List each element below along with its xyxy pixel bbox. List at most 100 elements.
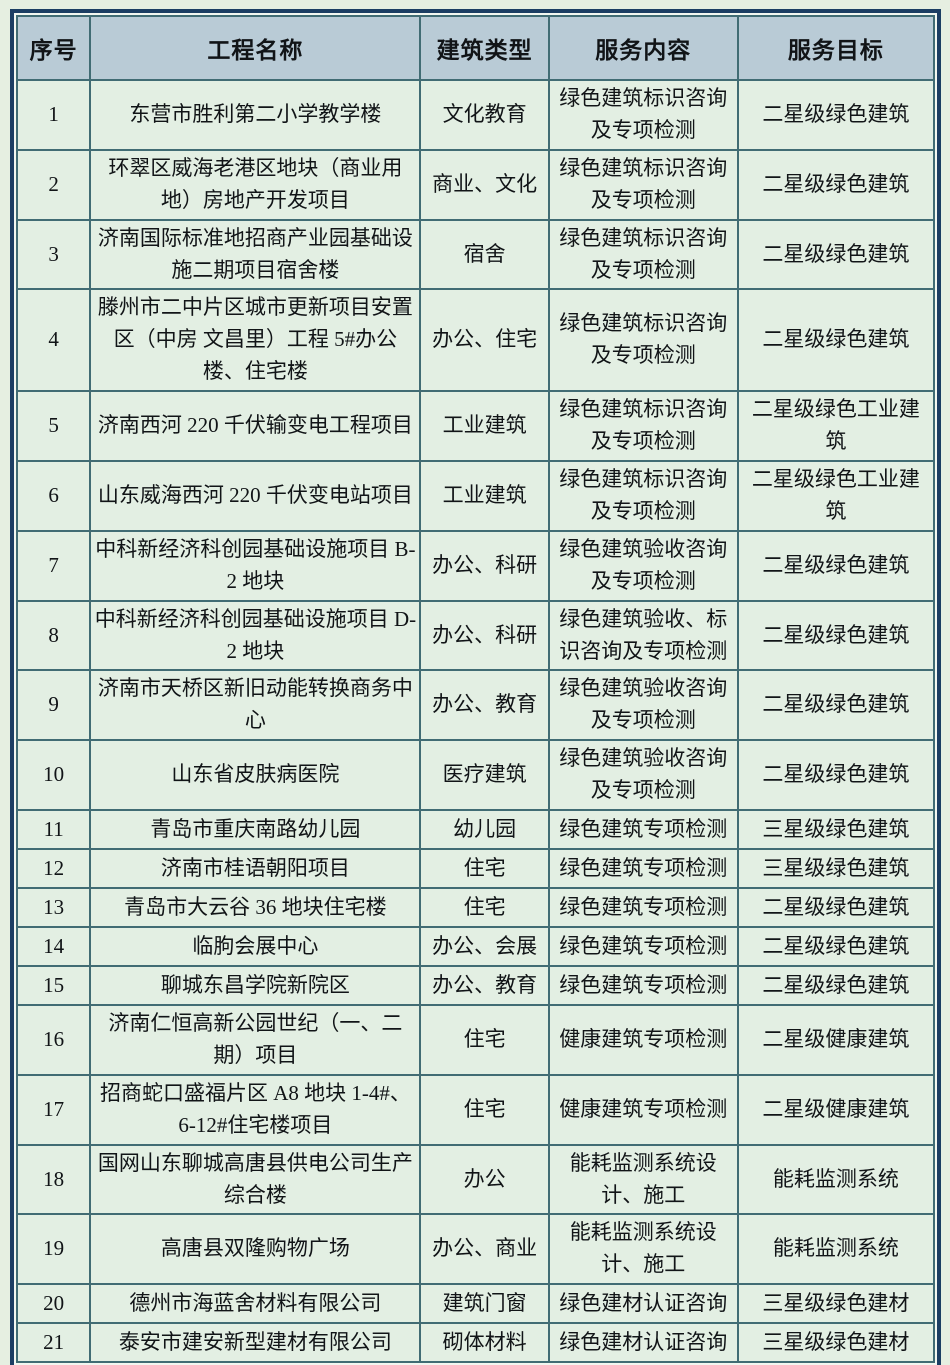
- table-cell: 青岛市大云谷 36 地块住宅楼: [89, 887, 422, 929]
- table-cell: 二星级绿色建筑: [736, 739, 936, 812]
- table-cell: 二星级绿色建筑: [736, 926, 936, 968]
- table-cell: 19: [15, 1213, 92, 1286]
- table-cell: 山东威海西河 220 千伏变电站项目: [89, 459, 422, 532]
- table-cell: 高唐县双隆购物广场: [89, 1213, 422, 1286]
- table-cell: 三星级绿色建筑: [736, 848, 936, 890]
- table-cell: 办公、科研: [419, 599, 550, 672]
- table-row: 6 山东威海西河 220 千伏变电站项目 工业建筑 绿色建筑标识咨询及专项检测 二星级绿…: [15, 459, 936, 532]
- table-row: 20 德州市海蓝舍材料有限公司 建筑门窗 绿色建材认证咨询 三星级绿色建材: [15, 1283, 936, 1325]
- table-cell: 办公、会展: [419, 926, 550, 968]
- table-cell: 临朐会展中心: [89, 926, 422, 968]
- table-cell: 山东省皮肤病医院: [89, 739, 422, 812]
- table-cell: 办公、教育: [419, 669, 550, 742]
- table-cell: 住宅: [419, 848, 550, 890]
- table-cell: 11: [15, 809, 92, 851]
- table-cell: 济南国际标准地招商产业园基础设施二期项目宿舍楼: [89, 218, 422, 291]
- table-cell: 17: [15, 1073, 92, 1146]
- table-cell: 二星级绿色建筑: [736, 148, 936, 221]
- table-cell: 滕州市二中片区城市更新项目安置区（中房 文昌里）工程 5#办公楼、住宅楼: [89, 288, 422, 393]
- table-row: 2 环翠区威海老港区地块（商业用地）房地产开发项目 商业、文化 绿色建筑标识咨询及专项…: [15, 148, 936, 221]
- table-cell: 1: [15, 79, 92, 151]
- table-cell: 东营市胜利第二小学教学楼: [89, 79, 422, 151]
- table-cell: 住宅: [419, 1004, 550, 1076]
- table-cell: 21: [15, 1322, 92, 1364]
- table-row: 8 中科新经济科创园基础设施项目 D-2 地块 办公、科研 绿色建筑验收、标识咨询及专…: [15, 599, 936, 672]
- column-header: 服务目标: [736, 15, 936, 81]
- table-cell: 10: [15, 739, 92, 812]
- table-cell: 办公、教育: [419, 965, 550, 1007]
- table-cell: 工业建筑: [419, 459, 550, 532]
- table-cell: 文化教育: [419, 79, 550, 151]
- table-row: 5 济南西河 220 千伏输变电工程项目 工业建筑 绿色建筑标识咨询及专项检测 二星级绿…: [15, 390, 936, 462]
- table-row: 14 临朐会展中心 办公、会展 绿色建筑专项检测 二星级绿色建筑: [15, 926, 936, 968]
- table-cell: 办公: [419, 1143, 550, 1216]
- table-cell: 济南市天桥区新旧动能转换商务中心: [89, 669, 422, 742]
- header-row: 序号 工程名称 建筑类型 服务内容 服务目标: [15, 15, 936, 81]
- table-cell: 6: [15, 459, 92, 532]
- table-cell: 幼儿园: [419, 809, 550, 851]
- table-cell: 2: [15, 148, 92, 221]
- table-row: 9 济南市天桥区新旧动能转换商务中心 办公、教育 绿色建筑验收咨询及专项检测 二星级绿色…: [15, 669, 936, 742]
- table-cell: 二星级绿色建筑: [736, 288, 936, 393]
- table-cell: 二星级健康建筑: [736, 1004, 936, 1076]
- table-cell: 二星级绿色建筑: [736, 965, 936, 1007]
- table-cell: 办公、商业: [419, 1213, 550, 1286]
- table-row: 3 济南国际标准地招商产业园基础设施二期项目宿舍楼 宿舍 绿色建筑标识咨询及专项检测二…: [15, 218, 936, 291]
- table-cell: 二星级健康建筑: [736, 1073, 936, 1146]
- table-cell: 青岛市重庆南路幼儿园: [89, 809, 422, 851]
- table-cell: 二星级绿色建筑: [736, 218, 936, 291]
- table-cell: 泰安市建安新型建材有限公司: [89, 1322, 422, 1364]
- table-cell: 能耗监测系统设计、施工: [547, 1213, 739, 1286]
- table-cell: 二星级绿色建筑: [736, 529, 936, 602]
- table-row: 18 国网山东聊城高唐县供电公司生产综合楼 办公 能耗监测系统设计、施工 能耗监测系统: [15, 1143, 936, 1216]
- table-cell: 绿色建筑验收咨询及专项检测: [547, 669, 739, 742]
- table-row: 4 滕州市二中片区城市更新项目安置区（中房 文昌里）工程 5#办公楼、住宅楼 办公、…: [15, 288, 936, 393]
- table-cell: 绿色建筑标识咨询及专项检测: [547, 218, 739, 291]
- table-cell: 4: [15, 288, 92, 393]
- table-cell: 20: [15, 1283, 92, 1325]
- table-row: 21 泰安市建安新型建材有限公司 砌体材料 绿色建材认证咨询 三星级绿色建材: [15, 1322, 936, 1364]
- table-cell: 绿色建筑专项检测: [547, 887, 739, 929]
- table-cell: 济南市桂语朝阳项目: [89, 848, 422, 890]
- table-cell: 二星级绿色建筑: [736, 669, 936, 742]
- table-row: 16 济南仁恒高新公园世纪（一、二期）项目 住宅 健康建筑专项检测 二星级健康建筑: [15, 1004, 936, 1076]
- table-cell: 健康建筑专项检测: [547, 1073, 739, 1146]
- table-cell: 8: [15, 599, 92, 672]
- table-cell: 绿色建筑专项检测: [547, 965, 739, 1007]
- table-cell: 绿色建筑标识咨询及专项检测: [547, 459, 739, 532]
- projects-table: 序号 工程名称 建筑类型 服务内容 服务目标 1 东营市胜利第二小学教学楼 文化教育 绿色建筑…: [15, 15, 936, 1364]
- table-row: 1 东营市胜利第二小学教学楼 文化教育 绿色建筑标识咨询及专项检测 二星级绿色建筑: [15, 79, 936, 151]
- table-cell: 三星级绿色建筑: [736, 809, 936, 851]
- table-cell: 能耗监测系统: [736, 1213, 936, 1286]
- table-cell: 16: [15, 1004, 92, 1076]
- table-cell: 办公、住宅: [419, 288, 550, 393]
- column-header: 服务内容: [547, 15, 739, 81]
- table-header: 序号 工程名称 建筑类型 服务内容 服务目标: [15, 15, 936, 81]
- table-cell: 13: [15, 887, 92, 929]
- table-cell: 能耗监测系统设计、施工: [547, 1143, 739, 1216]
- table-row: 17 招商蛇口盛福片区 A8 地块 1-4#、6-12#住宅楼项目 住宅 健康建筑专项…: [15, 1073, 936, 1146]
- table-cell: 二星级绿色建筑: [736, 599, 936, 672]
- table-cell: 国网山东聊城高唐县供电公司生产综合楼: [89, 1143, 422, 1216]
- table-row: 11 青岛市重庆南路幼儿园 幼儿园 绿色建筑专项检测 三星级绿色建筑: [15, 809, 936, 851]
- table-row: 12 济南市桂语朝阳项目 住宅 绿色建筑专项检测 三星级绿色建筑: [15, 848, 936, 890]
- table-cell: 绿色建材认证咨询: [547, 1283, 739, 1325]
- table-cell: 德州市海蓝舍材料有限公司: [89, 1283, 422, 1325]
- column-header: 工程名称: [89, 15, 422, 81]
- table-cell: 绿色建筑验收咨询及专项检测: [547, 529, 739, 602]
- table-body: 1 东营市胜利第二小学教学楼 文化教育 绿色建筑标识咨询及专项检测 二星级绿色建筑 2 环翠…: [15, 79, 936, 1364]
- table-cell: 招商蛇口盛福片区 A8 地块 1-4#、6-12#住宅楼项目: [89, 1073, 422, 1146]
- table-row: 10 山东省皮肤病医院 医疗建筑 绿色建筑验收咨询及专项检测 二星级绿色建筑: [15, 739, 936, 812]
- table-cell: 绿色建筑专项检测: [547, 848, 739, 890]
- table-cell: 二星级绿色工业建筑: [736, 459, 936, 532]
- table-cell: 住宅: [419, 887, 550, 929]
- table-cell: 环翠区威海老港区地块（商业用地）房地产开发项目: [89, 148, 422, 221]
- table-cell: 绿色建筑标识咨询及专项检测: [547, 148, 739, 221]
- table-cell: 二星级绿色工业建筑: [736, 390, 936, 462]
- table-cell: 济南西河 220 千伏输变电工程项目: [89, 390, 422, 462]
- table-cell: 商业、文化: [419, 148, 550, 221]
- table-cell: 建筑门窗: [419, 1283, 550, 1325]
- table-cell: 二星级绿色建筑: [736, 79, 936, 151]
- table-cell: 办公、科研: [419, 529, 550, 602]
